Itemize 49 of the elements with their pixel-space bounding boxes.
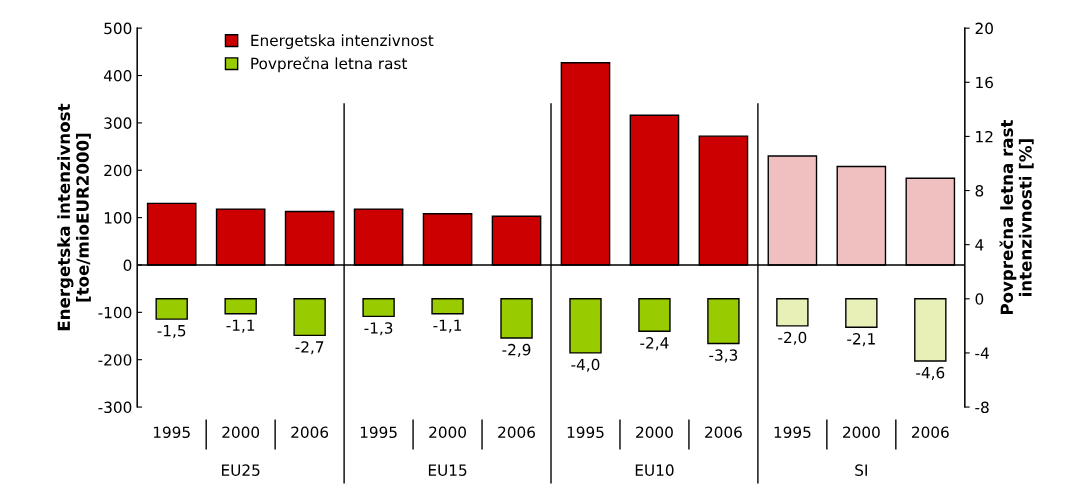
x-tick-label: 2006 [498, 426, 535, 439]
data-label: -4,6 [916, 366, 945, 380]
y2-tick-label: 8 [975, 185, 984, 197]
x-tick-label: 1995 [360, 426, 397, 439]
y2-tick-label: 12 [976, 130, 993, 143]
y2-tick-label: -8 [975, 401, 989, 414]
x-tick-label: 1995 [153, 426, 190, 439]
y-tick-label: 100 [104, 212, 132, 224]
y2-tick-label: 16 [976, 76, 993, 89]
x-tick-label: 2000 [636, 426, 673, 439]
y-axis-title: Energetska intenzivnost [toe/mioEUR2000] [57, 103, 91, 331]
data-label: -1,5 [157, 325, 186, 339]
legend-label: Povprečna letna rast [251, 56, 408, 73]
x-tick-label: 2006 [912, 426, 949, 439]
x-tick-label: 2006 [291, 426, 329, 439]
y-tick-label: 300 [104, 117, 132, 129]
text: EU15 [428, 464, 467, 476]
x-tick-label: 2000 [222, 426, 260, 439]
data-label: -1,1 [226, 319, 255, 333]
x-tick-label: 2000 [843, 426, 880, 439]
data-label: -2,9 [502, 343, 531, 357]
y2-tick-label: 4 [975, 239, 984, 251]
y-tick-label: -300 [98, 401, 132, 414]
data-label: -2,1 [847, 333, 875, 347]
data-label: -1,1 [433, 319, 462, 333]
x-tick-label: 2006 [705, 426, 742, 439]
data-label: -1,3 [364, 322, 393, 336]
y-tick-label: 500 [104, 22, 132, 35]
y2-tick-label: 0 [975, 293, 984, 305]
x-tick-label: 1995 [567, 426, 604, 439]
data-label: -2,7 [295, 341, 324, 355]
y-tick-label: -100 [98, 306, 132, 319]
text: EU10 [635, 464, 674, 476]
y-tick-label: 400 [103, 69, 132, 82]
x-tick-label: 1995 [774, 426, 811, 439]
y2-tick-label: -4 [975, 347, 989, 359]
text: SI [855, 464, 867, 476]
y2-tick-label: 20 [975, 22, 993, 35]
y-tick-label: 0 [123, 259, 132, 271]
data-label: -4,0 [571, 358, 600, 372]
y-tick-label: 200 [104, 164, 132, 177]
y2-axis-title: Povprečna letna rast intenzivnosti [%] [999, 119, 1034, 315]
data-label: -2,4 [640, 337, 669, 351]
data-label: -3,3 [709, 349, 738, 363]
text: EU25 [222, 464, 260, 476]
legend-label: Energetska intenzivnost [251, 34, 434, 50]
y-tick-label: -200 [98, 354, 132, 366]
x-tick-label: 2000 [429, 426, 466, 439]
data-label: -2,0 [778, 331, 807, 345]
